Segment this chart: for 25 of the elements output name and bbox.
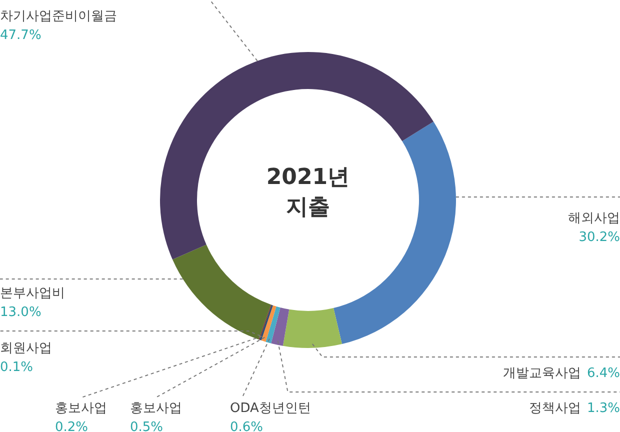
slice-label: 본부사업비 xyxy=(0,286,65,301)
data-label: 0.6% xyxy=(230,420,264,432)
data-label: 0.5% xyxy=(130,420,164,432)
slice-label: 정책사업 xyxy=(528,401,581,416)
data-label: 6.4% xyxy=(586,366,620,381)
slice-label: 개발교육사업 xyxy=(502,366,581,381)
slice-label: 회원사업 xyxy=(0,341,52,356)
text: 2021년 지출 xyxy=(266,165,350,220)
data-label: 0.1% xyxy=(0,360,34,375)
slice-label: 홍보사업 xyxy=(55,401,107,416)
donut-slice xyxy=(282,308,342,348)
data-label: 13.0% xyxy=(0,305,42,320)
data-label: 47.7% xyxy=(0,28,42,43)
donut-slice xyxy=(266,306,280,344)
slice-label: 해외사업 xyxy=(568,211,620,226)
data-label: 30.2% xyxy=(578,230,620,245)
slice-label: 홍보사업 xyxy=(130,401,182,416)
slice-label: ODA청년인턴 xyxy=(230,401,311,416)
slice-label: 차기사업준비이월금 xyxy=(0,9,117,24)
donut-slice xyxy=(261,305,276,342)
donut-slice xyxy=(172,244,271,340)
data-label: 0.2% xyxy=(55,420,88,432)
donut-slice xyxy=(160,52,434,260)
data-label: 1.3% xyxy=(586,401,620,416)
donut-slice xyxy=(271,307,290,346)
